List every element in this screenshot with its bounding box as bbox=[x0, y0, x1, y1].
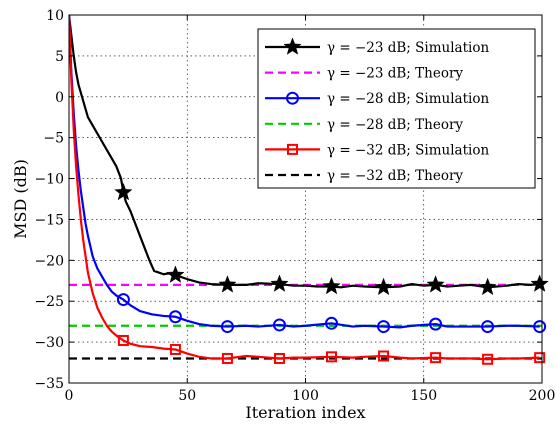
y-axis-label: MSD (dB) bbox=[11, 159, 30, 239]
x-axis-label: Iteration index bbox=[245, 403, 365, 422]
series-0-marker bbox=[166, 265, 185, 283]
y-tick-label: 5 bbox=[55, 49, 64, 65]
series-2-marker bbox=[325, 316, 339, 330]
y-tick-label: 10 bbox=[46, 8, 64, 24]
x-tick-label: 150 bbox=[410, 388, 437, 404]
series-2-marker bbox=[533, 320, 547, 334]
legend-label-5: γ = −32 dB; Theory bbox=[327, 168, 463, 184]
marker-layer bbox=[114, 182, 549, 365]
series-0-marker bbox=[218, 275, 237, 293]
series-4-marker bbox=[326, 351, 338, 363]
legend-label-3: γ = −28 dB; Theory bbox=[327, 117, 463, 133]
legend-marker-0 bbox=[283, 37, 302, 55]
series-4-marker bbox=[221, 352, 233, 364]
legend-box bbox=[257, 28, 536, 189]
series-4-marker bbox=[482, 353, 494, 365]
series-4-marker bbox=[169, 343, 181, 355]
series-0-marker bbox=[374, 277, 393, 296]
y-tick-label: −20 bbox=[34, 253, 64, 269]
y-tick-label: −30 bbox=[34, 335, 64, 351]
series-layer bbox=[69, 15, 542, 361]
series-4-marker bbox=[273, 352, 285, 364]
y-tick-label: −10 bbox=[34, 172, 64, 188]
y-tick-label: −5 bbox=[43, 131, 64, 147]
series-4-marker bbox=[117, 334, 129, 346]
series-4-marker bbox=[378, 350, 390, 362]
legend-marker-4 bbox=[287, 143, 298, 155]
series-4-marker bbox=[534, 352, 546, 364]
y-tick-label: −25 bbox=[34, 294, 64, 310]
series-2-marker bbox=[220, 320, 234, 334]
series-0-marker bbox=[322, 276, 341, 295]
series-2-marker bbox=[272, 318, 286, 332]
series-4-marker bbox=[430, 352, 442, 364]
series-line-2 bbox=[69, 15, 540, 329]
x-tick-label: 100 bbox=[292, 388, 319, 404]
series-line-4 bbox=[69, 15, 540, 361]
series-2-marker bbox=[168, 310, 182, 324]
legend-label-0: γ = −23 dB; Simulation bbox=[327, 40, 489, 56]
legend-label-2: γ = −28 dB; Simulation bbox=[327, 91, 489, 107]
y-tick-label: −15 bbox=[34, 212, 64, 228]
series-2-marker bbox=[377, 320, 391, 334]
legend-label-1: γ = −23 dB; Theory bbox=[327, 66, 463, 82]
series-2-marker bbox=[429, 317, 443, 331]
legend: γ = −23 dB; Simulation γ = −23 dB; Theory… bbox=[257, 28, 536, 189]
series-2-marker bbox=[481, 320, 495, 334]
x-tick-label: 0 bbox=[65, 388, 74, 404]
series-0-marker bbox=[530, 274, 549, 292]
series-2-marker bbox=[116, 293, 130, 307]
series-0-marker bbox=[478, 277, 497, 296]
x-tick-label: 200 bbox=[529, 388, 556, 404]
y-tick-label: −35 bbox=[34, 376, 64, 392]
legend-marker-2 bbox=[286, 91, 299, 105]
series-0-marker bbox=[114, 182, 133, 201]
y-tick-label: 0 bbox=[55, 90, 64, 106]
series-0-marker bbox=[426, 275, 445, 293]
x-tick-label: 50 bbox=[178, 388, 196, 404]
legend-label-4: γ = −32 dB; Simulation bbox=[327, 142, 489, 158]
series-0-marker bbox=[270, 274, 289, 292]
